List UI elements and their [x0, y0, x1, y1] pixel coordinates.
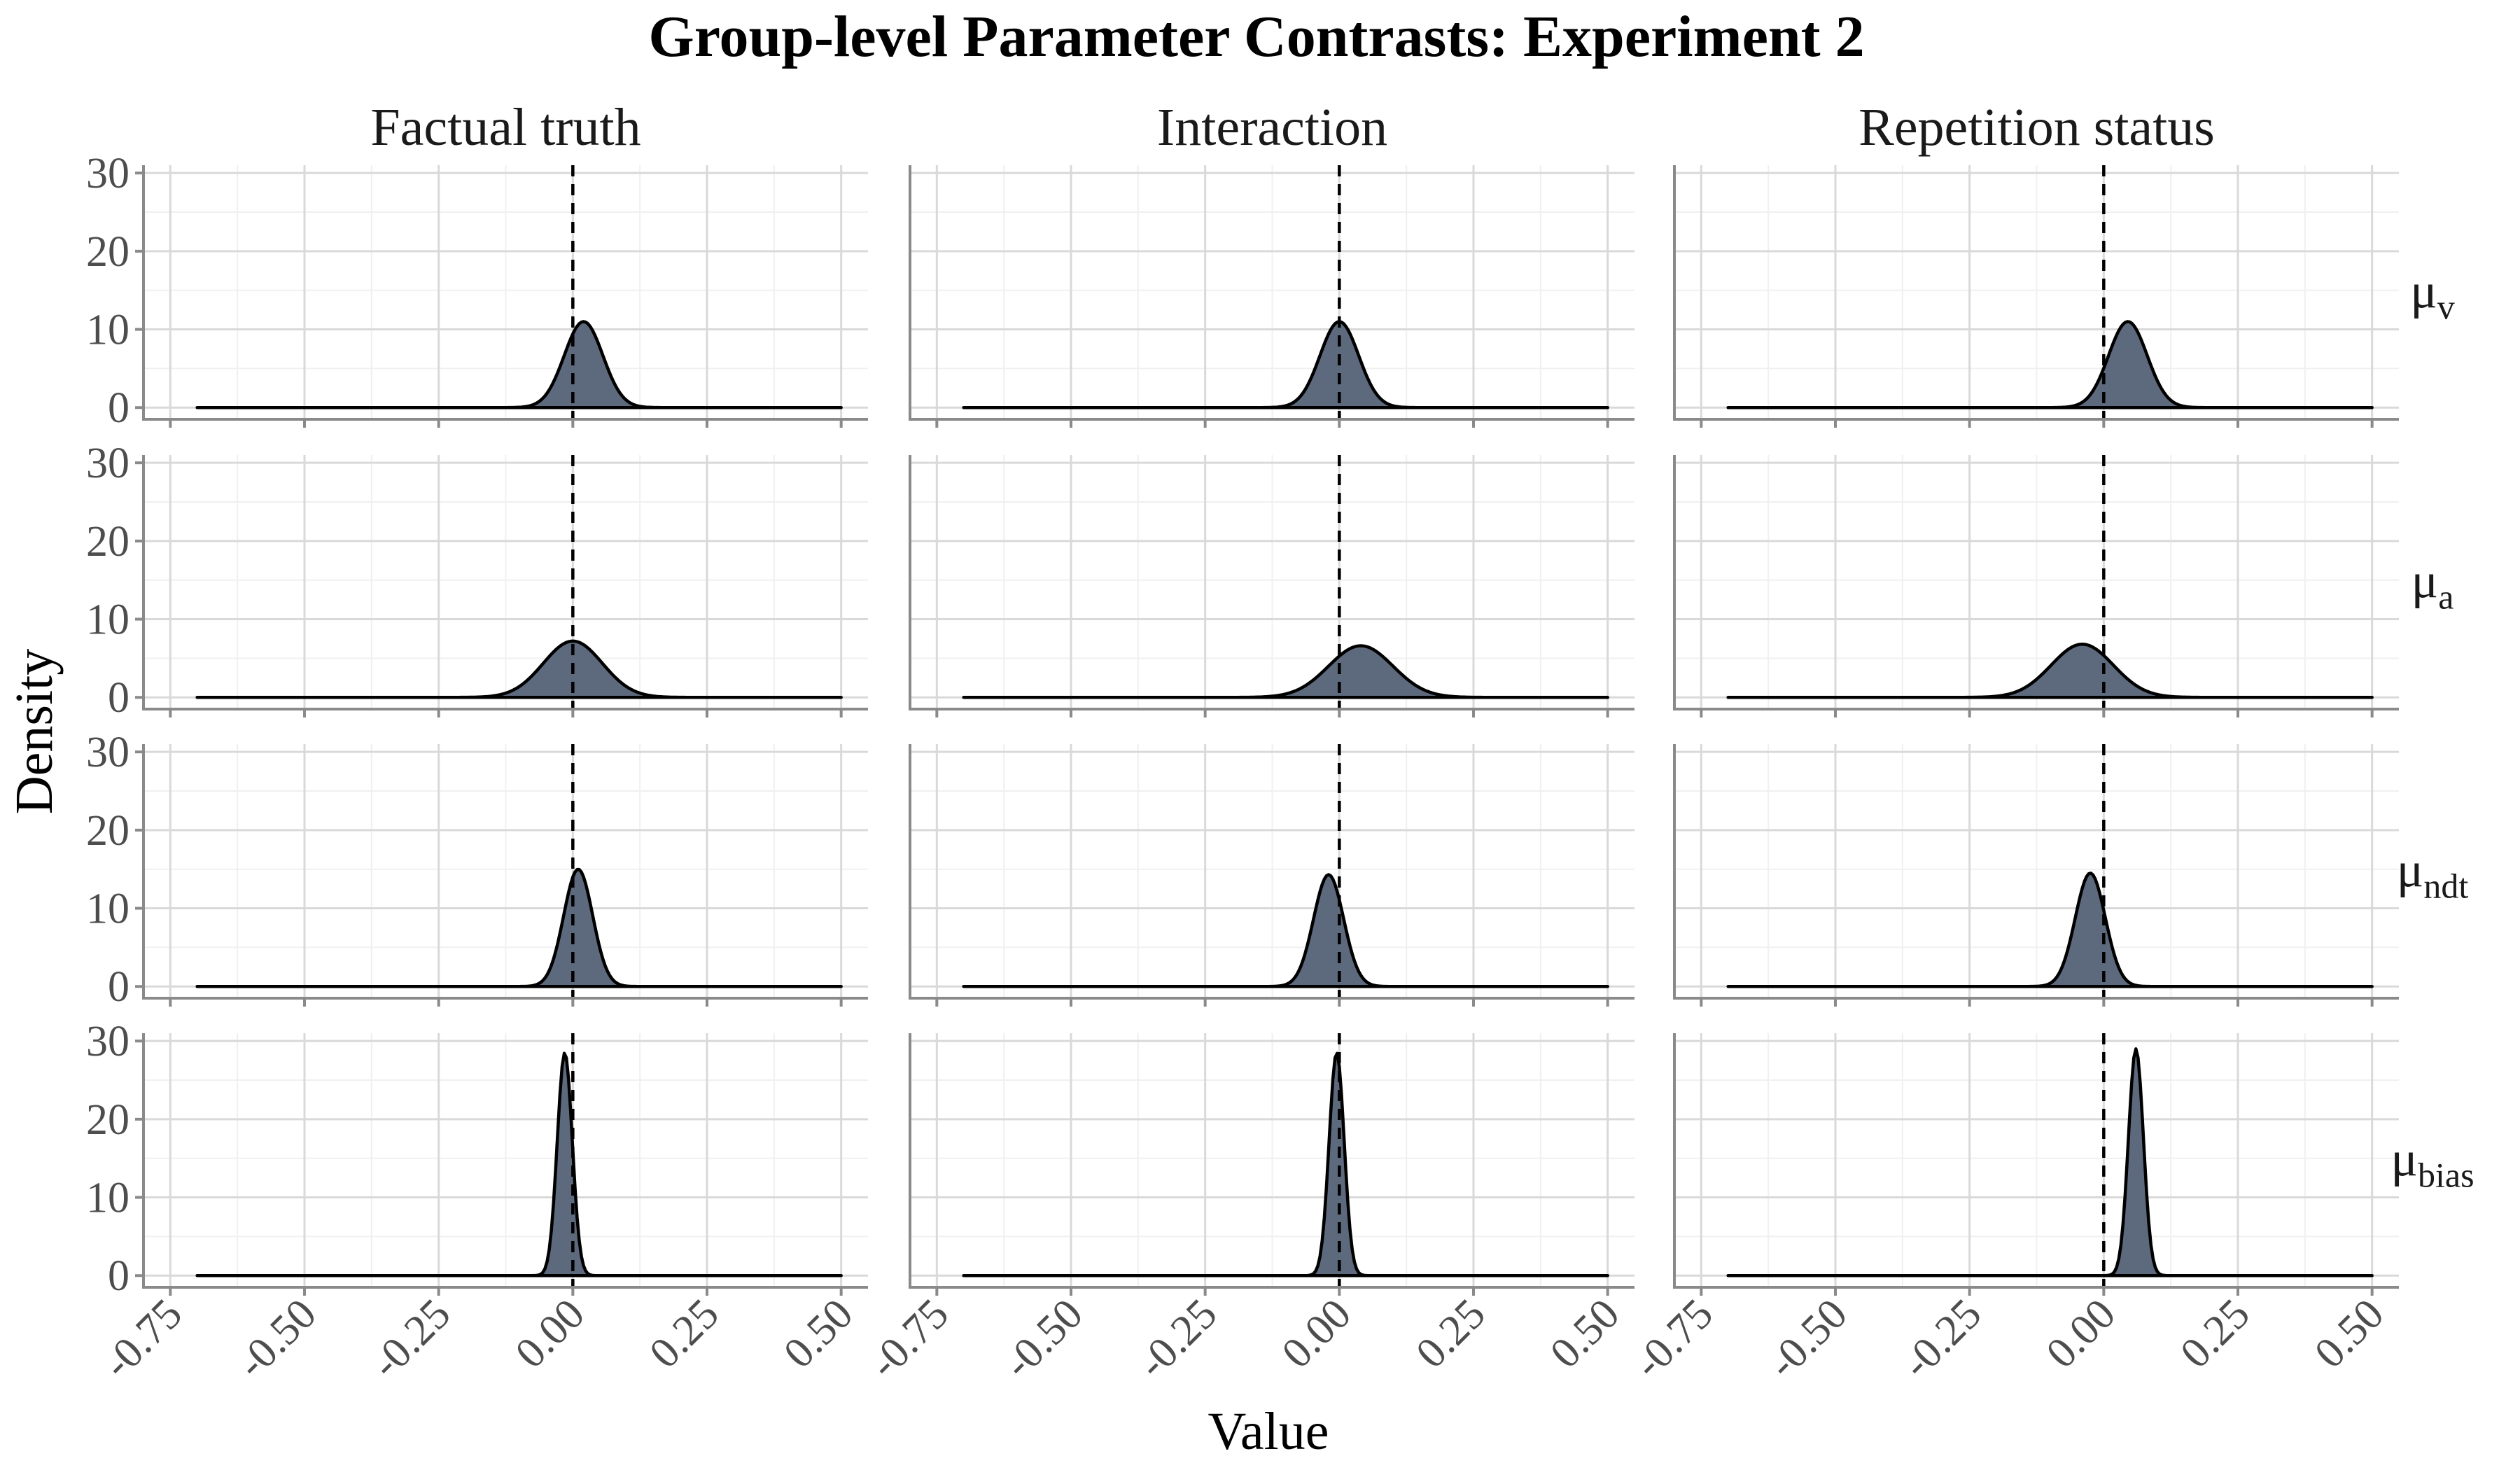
x-tick-label: -0.50: [227, 1290, 325, 1387]
panel-3-1: [1673, 165, 2399, 428]
y-tick-label: 10: [86, 307, 130, 354]
density-area: [1726, 643, 2374, 699]
x-tick-label: 0.50: [1541, 1290, 1629, 1378]
y-tick-label: 10: [86, 596, 130, 644]
panel-axis-lines: [909, 1033, 1634, 1289]
density-area: [195, 1051, 843, 1278]
x-tick-label: 0.25: [1407, 1290, 1494, 1378]
y-tick-label: 0: [108, 384, 130, 432]
density-area: [1726, 872, 2374, 988]
x-tick-label: -0.75: [860, 1290, 958, 1387]
panel-3-2: [1673, 455, 2399, 718]
chart-title: Group-level Parameter Contrasts: Experim…: [648, 4, 1864, 69]
y-tick-label: 20: [86, 228, 130, 276]
density-area: [1726, 320, 2374, 410]
x-axis-title: Value: [1208, 1402, 1329, 1461]
panel-2-1: [909, 165, 1634, 428]
density-area: [195, 320, 843, 410]
density-area: [962, 1051, 1609, 1278]
panel-axis-lines: [909, 744, 1634, 1000]
panel-axis-lines: [1673, 744, 2399, 1000]
panel-2-3: [909, 744, 1634, 1007]
x-tick-label: -0.25: [1128, 1290, 1226, 1387]
y-tick-label: 30: [86, 729, 130, 776]
strip-label-factual-truth: Factual truth: [370, 98, 640, 157]
panel-axis-lines: [1673, 165, 2399, 421]
y-tick-label: 30: [86, 1018, 130, 1065]
strip-label-interaction: Interaction: [1157, 98, 1387, 157]
density-area: [962, 320, 1609, 410]
x-tick-label: -0.25: [1893, 1290, 1990, 1387]
density-area: [962, 873, 1609, 988]
panel-3-4: -0.75 -0.50 -0.25 0.00 0.25 0.50: [1625, 1033, 2399, 1387]
strip-label-repetition-status: Repetition status: [1858, 98, 2215, 157]
y-tick-label: 10: [86, 1175, 130, 1222]
panel-1-4: 0 10 20 30 -0.75 -0.50 -0.25 0.00 0.25 0.50: [86, 1018, 868, 1387]
x-tick-label: 0.25: [640, 1290, 728, 1378]
x-tick-label: 0.00: [506, 1290, 594, 1378]
row-label-bias: μbias: [2390, 1131, 2474, 1195]
row-label-a: μa: [2412, 553, 2454, 617]
row-label-v: μv: [2410, 263, 2455, 327]
x-tick-label: 0.00: [2037, 1290, 2124, 1378]
y-tick-label: 20: [86, 807, 130, 855]
panel-2-2: [909, 455, 1634, 718]
x-tick-label: -0.50: [994, 1290, 1091, 1387]
panel-axis-lines: [1673, 455, 2399, 710]
y-tick-label: 0: [108, 963, 130, 1011]
panel-2-4: -0.75 -0.50 -0.25 0.00 0.25 0.50: [860, 1033, 1634, 1387]
x-tick-label: -0.50: [1758, 1290, 1856, 1387]
row-label-ndt: μndt: [2397, 842, 2469, 906]
panel-1-3: 0 10 20 30: [86, 729, 868, 1011]
panel-3-3: [1673, 744, 2399, 1007]
x-tick-label: 0.50: [2306, 1290, 2393, 1378]
y-tick-label: 0: [108, 1252, 130, 1300]
panel-axis-lines: [1673, 1033, 2399, 1289]
y-axis-title: Density: [5, 649, 64, 814]
x-tick-label: -0.75: [1625, 1290, 1722, 1387]
y-tick-label: 20: [86, 518, 130, 566]
row-strip-labels: μv μa μndt μbias: [2390, 263, 2474, 1195]
density-area: [1726, 1047, 2374, 1278]
density-area: [962, 644, 1609, 699]
panel-1-1: 0 10 20 30: [86, 150, 868, 432]
density-area: [195, 639, 843, 699]
column-strip-labels: Factual truth Interaction Repetition statu…: [370, 98, 2214, 157]
x-tick-label: -0.75: [94, 1290, 191, 1387]
y-tick-label: 0: [108, 674, 130, 722]
x-tick-label: 0.50: [775, 1290, 862, 1378]
x-tick-label: -0.25: [362, 1290, 459, 1387]
panel-axis-lines: [909, 165, 1634, 421]
x-tick-label: 0.25: [2171, 1290, 2259, 1378]
y-tick-label: 10: [86, 886, 130, 933]
panel-1-2: 0 10 20 30: [86, 440, 868, 722]
panel-axis-lines: [909, 455, 1634, 710]
y-tick-label: 30: [86, 440, 130, 487]
y-tick-label: 20: [86, 1096, 130, 1144]
x-tick-label: 0.00: [1273, 1290, 1360, 1378]
y-tick-label: 30: [86, 150, 130, 197]
density-area: [195, 867, 843, 988]
